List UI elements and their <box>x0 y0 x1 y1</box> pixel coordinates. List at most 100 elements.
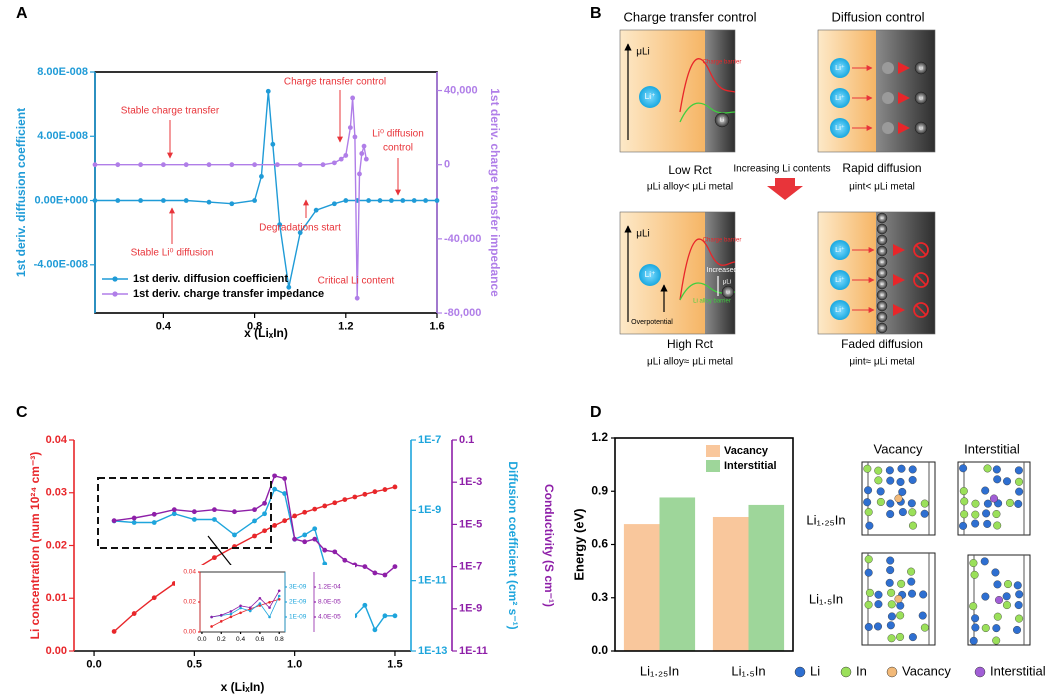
data-point <box>277 589 281 593</box>
charge-barrier-curve <box>679 238 736 301</box>
atom <box>874 600 883 609</box>
data-point <box>229 612 233 616</box>
diagram-text: Li <box>880 237 883 242</box>
structure-row-label: Li₁.₅In <box>809 591 843 606</box>
data-point <box>259 174 264 179</box>
atom <box>981 624 990 633</box>
atom <box>992 636 1001 645</box>
atom <box>907 577 916 586</box>
atom <box>865 588 874 597</box>
li-ion <box>830 300 850 320</box>
atom <box>982 509 991 518</box>
data-point <box>268 615 271 619</box>
atom-legend-marker <box>794 666 806 678</box>
alloy-barrier-curve <box>679 102 736 123</box>
legend-swatch <box>706 445 720 457</box>
data-point <box>206 199 212 205</box>
atom <box>864 555 873 564</box>
li-atom <box>876 234 888 246</box>
atom <box>971 499 980 508</box>
x-axis-label: x (LiₓIn) <box>244 326 288 340</box>
data-point <box>282 476 288 481</box>
blocked-slash <box>915 244 927 256</box>
data-point <box>115 162 121 168</box>
series-line <box>211 595 280 618</box>
li-ion <box>830 118 850 138</box>
y3-tick-label: 8.0E-05 <box>318 599 341 606</box>
atom <box>897 579 906 588</box>
atom <box>908 475 917 484</box>
data-point <box>423 198 428 203</box>
y-tick-label: 0.0 <box>591 643 608 657</box>
y-tick-label: 0.03 <box>46 487 67 499</box>
data-point <box>252 533 257 539</box>
data-point <box>161 162 166 168</box>
atom <box>1014 601 1023 610</box>
data-point <box>332 201 337 207</box>
data-point <box>332 160 337 166</box>
data-point <box>352 494 358 500</box>
data-point <box>272 473 277 479</box>
legend-label: Interstitial <box>724 460 777 472</box>
data-point <box>382 572 388 578</box>
diagram-text: Li⁺ <box>835 245 845 254</box>
diagram-text: Li <box>880 226 883 231</box>
diagram-text: Overpotential <box>631 319 673 326</box>
li-atom-faint <box>882 62 894 74</box>
y-tick-label: 0.01 <box>46 592 67 604</box>
x-tick-label: 1.2 <box>338 321 353 333</box>
diagram-text: Increased <box>707 267 738 274</box>
data-point <box>347 125 353 131</box>
data-point <box>343 153 349 158</box>
y-axis-label: Li concentration (num 10²⁴ cm⁻³) <box>28 452 42 640</box>
y3-tick-label: 1E-5 <box>459 518 482 530</box>
data-point <box>131 515 137 521</box>
atom <box>907 499 916 508</box>
structure-column-label: Vacancy <box>874 441 923 456</box>
data-point <box>392 564 398 569</box>
diagram-text: Charge barrier <box>703 238 742 244</box>
data-point <box>434 198 440 203</box>
atom <box>874 466 883 475</box>
diagram-text: μint≈ μLi metal <box>849 357 914 368</box>
y2-tick-label: 2E-09 <box>289 599 307 606</box>
li-atom <box>876 289 888 301</box>
electrolyte <box>620 212 705 334</box>
atom <box>908 589 917 598</box>
x-tick-label: Li₁.₂₅In <box>640 663 679 678</box>
data-point <box>171 507 177 513</box>
li-atom <box>876 267 888 279</box>
flow-head <box>893 274 905 286</box>
data-point <box>382 613 388 619</box>
atom <box>885 466 894 475</box>
data-point <box>229 162 235 168</box>
atom-legend-label: Interstitial <box>990 663 1046 678</box>
atom <box>983 499 992 508</box>
legend-label: Vacancy <box>724 445 769 457</box>
data-point <box>270 141 276 147</box>
annotation: Degradations start <box>259 223 341 234</box>
data-point <box>262 511 267 517</box>
data-point <box>161 198 166 203</box>
y-axis-label: 1st deriv. diffusion coefficient <box>14 108 28 277</box>
data-point <box>361 143 367 149</box>
y-tick-label: 0.04 <box>183 569 196 576</box>
atom <box>896 477 905 486</box>
y3-tick-label: 1E-11 <box>459 645 488 657</box>
x-tick-label: 0.6 <box>255 636 264 643</box>
data-point <box>313 207 319 213</box>
diagram-text: Li⁺ <box>835 123 845 132</box>
atom <box>971 510 980 519</box>
atom <box>1015 614 1024 623</box>
atom <box>908 521 917 530</box>
atom <box>980 557 989 566</box>
atom <box>896 611 905 620</box>
atom <box>898 487 907 496</box>
atom <box>969 602 978 611</box>
atom <box>981 592 990 601</box>
data-point <box>342 497 348 503</box>
atom <box>991 568 1000 577</box>
atom <box>993 475 1002 484</box>
data-point <box>322 547 328 553</box>
diagram-text: μLi <box>723 280 731 286</box>
